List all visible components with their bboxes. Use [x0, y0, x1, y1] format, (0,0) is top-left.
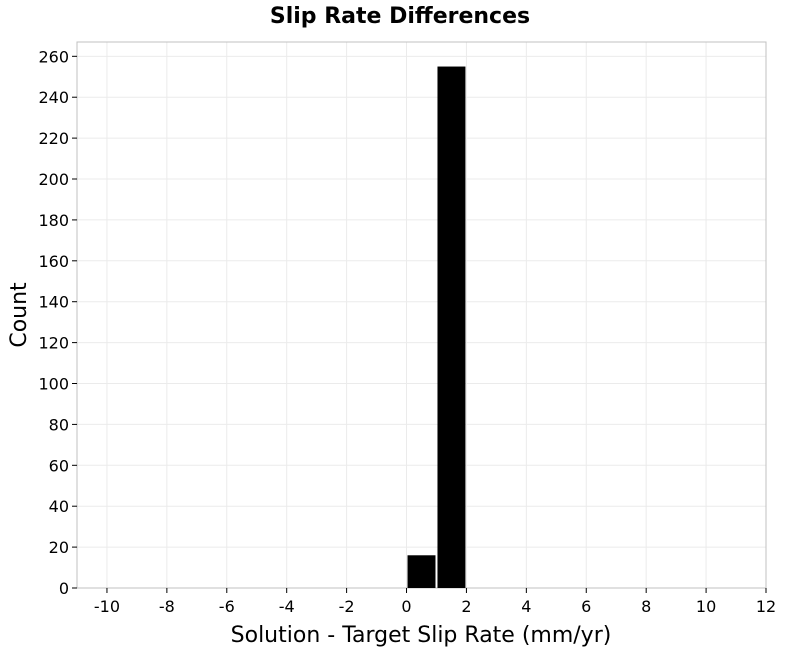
x-tick-label: -10 — [94, 597, 120, 616]
x-tick-label: -8 — [159, 597, 175, 616]
x-tick-label: 10 — [696, 597, 716, 616]
x-tick-label: 12 — [756, 597, 776, 616]
x-tick-label: -4 — [279, 597, 295, 616]
histogram-bars — [407, 66, 466, 589]
y-tick-label: 180 — [38, 211, 69, 230]
y-tick-label: 80 — [49, 415, 69, 434]
chart-title: Slip Rate Differences — [270, 4, 530, 29]
x-axis-label: Solution - Target Slip Rate (mm/yr) — [231, 623, 612, 648]
x-tick-label: 2 — [461, 597, 471, 616]
x-tick-label: 8 — [641, 597, 651, 616]
y-tick-label: 260 — [38, 47, 69, 66]
grid-lines — [77, 42, 767, 589]
y-tick-label: 20 — [49, 538, 69, 557]
y-tick-label: 240 — [38, 88, 69, 107]
y-tick-label: 160 — [38, 252, 69, 271]
y-tick-label: 220 — [38, 129, 69, 148]
y-tick-label: 40 — [49, 497, 69, 516]
y-tick-label: 60 — [49, 456, 69, 475]
y-tick-label: 0 — [59, 579, 69, 598]
y-tick-label: 200 — [38, 170, 69, 189]
histogram-bar — [407, 555, 436, 588]
y-axis-label: Count — [7, 282, 32, 348]
y-axis-ticks: 0 20 40 60 80 100 120 140 160 180 200 220 240 260 — [38, 47, 77, 598]
y-tick-label: 100 — [38, 375, 69, 394]
x-tick-label: 6 — [581, 597, 591, 616]
x-axis-ticks: -10 -8 -6 -4 -2 0 2 4 6 8 10 12 — [94, 588, 776, 616]
y-tick-label: 120 — [38, 334, 69, 353]
x-tick-label: 4 — [521, 597, 531, 616]
histogram-bar — [437, 66, 466, 589]
x-tick-label: -6 — [219, 597, 235, 616]
x-tick-label: -2 — [339, 597, 355, 616]
y-tick-label: 140 — [38, 293, 69, 312]
x-tick-label: 0 — [401, 597, 411, 616]
